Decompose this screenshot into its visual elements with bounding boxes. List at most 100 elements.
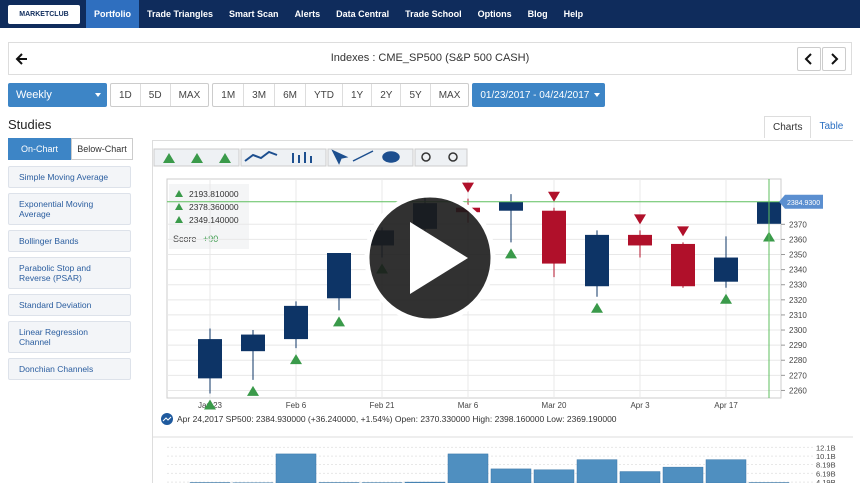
interval-label: Weekly [16,89,52,101]
y-tick-label: 2310 [789,311,807,320]
study-item[interactable]: Exponential Moving Average [8,193,131,225]
volume-bar [448,454,488,483]
page-header: Indexes : CME_SP500 (S&P 500 CASH) [8,42,852,75]
header-title: Indexes : CME_SP500 (S&P 500 CASH) [9,52,851,64]
range-button[interactable]: 3M [244,84,275,106]
signal-triangle [333,316,345,326]
status-line: Apr 24,2017 SP500: 2384.930000 (+36.2400… [177,414,617,424]
interval-dropdown[interactable]: Weekly [8,83,107,107]
range-button[interactable]: 1Y [343,84,372,106]
signal-triangle [505,248,517,258]
candle-body [585,235,609,286]
signal-triangle [720,294,732,304]
y-tick-label: 2290 [789,341,807,350]
volume-bar [663,467,703,483]
y-tick-label: 8.19B [816,461,836,470]
y-tick-label: 2370 [789,220,807,229]
volume-bar [577,460,617,483]
next-button[interactable] [822,47,846,71]
y-tick-label: 2350 [789,251,807,260]
info-value: 2193.810000 [189,189,239,199]
y-tick-label: 2280 [789,356,807,365]
chart-tools [154,149,467,166]
study-item[interactable]: Linear Regression Channel [8,321,131,353]
signal-triangle [548,192,560,202]
range-button[interactable]: YTD [306,84,343,106]
signal-triangle [634,214,646,224]
date-range: 01/23/2017 - 04/24/2017 [480,90,589,101]
study-item[interactable]: Simple Moving Average [8,166,131,188]
candle-body [714,258,738,282]
nav-item[interactable]: Portfolio [86,0,139,28]
study-item[interactable]: Bollinger Bands [8,230,131,252]
study-item[interactable]: Standard Deviation [8,294,131,316]
studies-list: Simple Moving Average Exponential Moving … [8,166,131,385]
candle-body [413,203,437,229]
view-tab[interactable]: Charts [764,116,811,138]
candle-body [284,306,308,339]
nav-item[interactable]: Smart Scan [221,0,287,28]
nav-item[interactable]: Data Central [328,0,397,28]
candle-body [542,211,566,264]
nav-item[interactable]: Trade School [397,0,470,28]
range-button[interactable]: 2Y [372,84,401,106]
range-button[interactable]: 1D [111,84,141,106]
signal-triangle [591,303,603,313]
study-tab[interactable]: On-Chart [8,138,71,160]
chart-panel: Apr 24,2017 SP500: 2384.930000 (+36.2400… [152,140,853,483]
studies-title: Studies [8,117,51,132]
x-tick-label: Feb 21 [370,401,395,410]
candle-body [499,202,523,211]
candle-body [671,244,695,286]
candle-body [327,253,351,298]
x-tick-label: Feb 6 [286,401,307,410]
range-button[interactable]: 5Y [401,84,430,106]
range-button[interactable]: 5D [141,84,171,106]
candle-body [241,335,265,352]
y-tick-label: 2340 [789,266,807,275]
volume-bar [276,454,316,483]
candle-body [456,208,480,213]
nav-item[interactable]: Help [556,0,592,28]
date-range-picker[interactable]: 01/23/2017 - 04/24/2017 [472,83,605,107]
x-tick-label: Mar 6 [458,401,479,410]
y-tick-label: 2270 [789,371,807,380]
candle-body [628,235,652,246]
study-item[interactable]: Parabolic Stop and Reverse (PSAR) [8,257,131,289]
range-button[interactable]: 1M [213,84,244,106]
study-item[interactable]: Donchian Channels [8,358,131,380]
study-tab[interactable]: Below-Chart [71,138,133,160]
y-tick-label: 6.19B [816,469,836,478]
range-button[interactable]: MAX [431,84,469,106]
x-tick-label: Apr 3 [630,401,650,410]
y-tick-label: 2360 [789,235,807,244]
info-value: 2378.360000 [189,202,239,212]
nav-item[interactable]: Options [470,0,520,28]
y-tick-label: 4.19B [816,478,836,483]
volume-bar [534,470,574,483]
nav-item[interactable]: Trade Triangles [139,0,221,28]
signal-triangle [419,248,431,258]
signal-triangle [677,226,689,236]
range-button[interactable]: 6M [275,84,306,106]
nav-item[interactable]: Alerts [287,0,329,28]
x-tick-label: Mar 20 [542,401,567,410]
y-tick-label: 2320 [789,296,807,305]
y-tick-label: 12.1B [816,443,836,452]
y-tick-label: 2300 [789,326,807,335]
volume-bar [491,469,531,483]
candle-body [370,230,394,245]
logo[interactable]: MARKETCLUB [8,5,80,24]
nav-item[interactable]: Blog [520,0,556,28]
range-button[interactable]: MAX [171,84,209,106]
view-tab[interactable]: Table [811,116,851,138]
signal-triangle [376,264,388,274]
prev-button[interactable] [797,47,821,71]
